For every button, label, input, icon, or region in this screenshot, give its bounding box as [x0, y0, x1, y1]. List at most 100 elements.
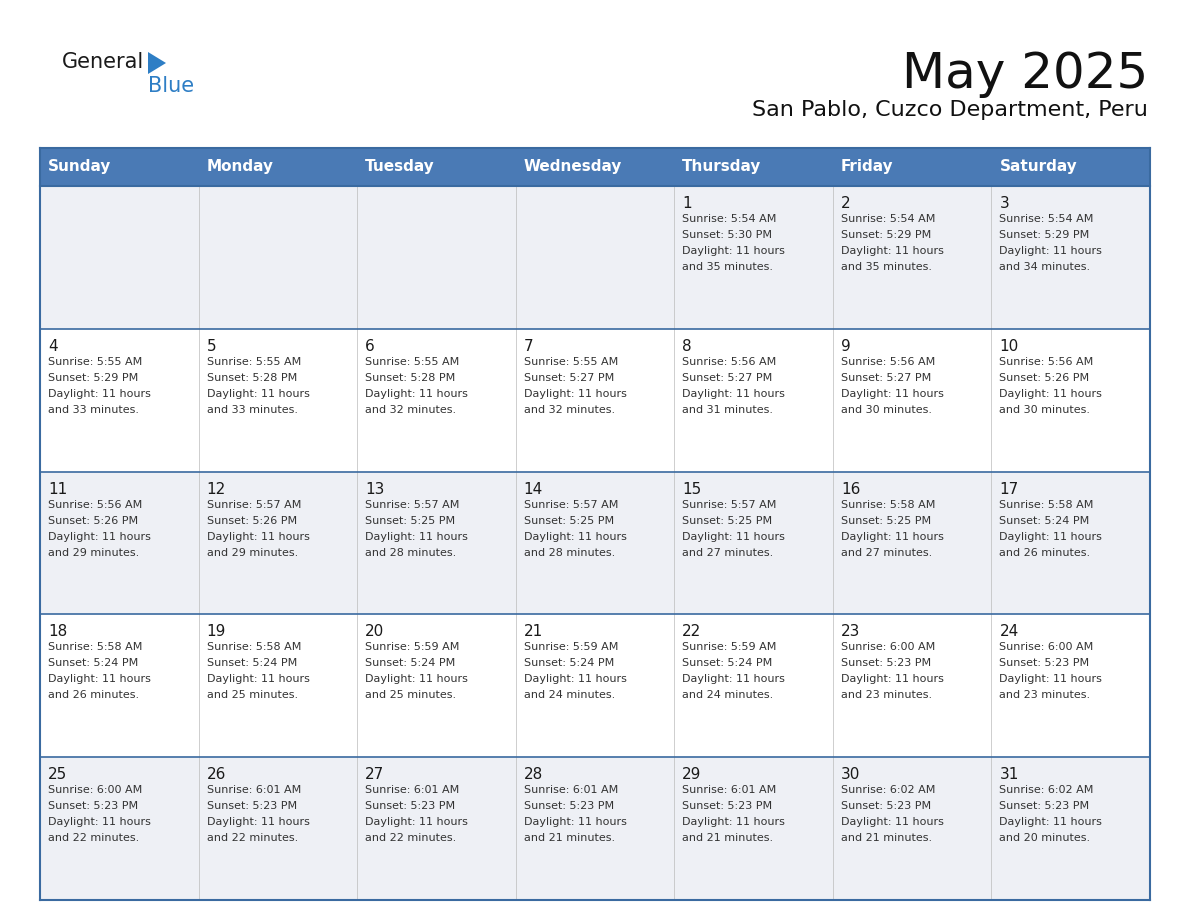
Bar [516, 757, 675, 900]
Text: Daylight: 11 hours: Daylight: 11 hours [365, 675, 468, 685]
Text: and 25 minutes.: and 25 minutes. [207, 690, 298, 700]
Text: 1: 1 [682, 196, 691, 211]
Text: Daylight: 11 hours: Daylight: 11 hours [365, 817, 468, 827]
Text: and 29 minutes.: and 29 minutes. [207, 548, 298, 557]
Text: and 24 minutes.: and 24 minutes. [524, 690, 615, 700]
Bar [992, 472, 1150, 614]
Text: Daylight: 11 hours: Daylight: 11 hours [841, 675, 943, 685]
Text: Sunset: 5:23 PM: Sunset: 5:23 PM [841, 801, 931, 812]
Bar [992, 757, 1150, 900]
Text: and 32 minutes.: and 32 minutes. [524, 405, 615, 415]
Bar [516, 329, 675, 472]
Text: San Pablo, Cuzco Department, Peru: San Pablo, Cuzco Department, Peru [752, 100, 1148, 120]
Text: Blue: Blue [148, 76, 194, 96]
Text: 2: 2 [841, 196, 851, 211]
Text: Daylight: 11 hours: Daylight: 11 hours [999, 675, 1102, 685]
Text: Daylight: 11 hours: Daylight: 11 hours [999, 389, 1102, 398]
Text: Friday: Friday [841, 160, 893, 174]
Text: Sunset: 5:23 PM: Sunset: 5:23 PM [524, 801, 614, 812]
Bar [516, 148, 675, 186]
Text: Sunrise: 5:57 AM: Sunrise: 5:57 AM [524, 499, 618, 509]
Text: Sunrise: 5:56 AM: Sunrise: 5:56 AM [999, 357, 1094, 367]
Text: Daylight: 11 hours: Daylight: 11 hours [682, 817, 785, 827]
Text: Sunset: 5:29 PM: Sunset: 5:29 PM [48, 373, 138, 383]
Bar [675, 472, 833, 614]
Text: 31: 31 [999, 767, 1019, 782]
Text: Sunset: 5:29 PM: Sunset: 5:29 PM [999, 230, 1089, 240]
Text: Daylight: 11 hours: Daylight: 11 hours [999, 246, 1102, 256]
Text: Sunrise: 5:58 AM: Sunrise: 5:58 AM [48, 643, 143, 653]
Bar [358, 472, 516, 614]
Text: Daylight: 11 hours: Daylight: 11 hours [48, 532, 151, 542]
Text: Daylight: 11 hours: Daylight: 11 hours [48, 675, 151, 685]
Text: Tuesday: Tuesday [365, 160, 435, 174]
Text: 19: 19 [207, 624, 226, 640]
Bar [675, 186, 833, 329]
Text: 4: 4 [48, 339, 58, 353]
Text: Sunset: 5:24 PM: Sunset: 5:24 PM [48, 658, 138, 668]
Text: Sunrise: 6:01 AM: Sunrise: 6:01 AM [524, 785, 618, 795]
Text: Sunset: 5:27 PM: Sunset: 5:27 PM [841, 373, 931, 383]
Text: and 23 minutes.: and 23 minutes. [841, 690, 931, 700]
Text: and 30 minutes.: and 30 minutes. [841, 405, 931, 415]
Text: 6: 6 [365, 339, 375, 353]
Text: Daylight: 11 hours: Daylight: 11 hours [524, 389, 626, 398]
Text: Sunrise: 6:02 AM: Sunrise: 6:02 AM [999, 785, 1094, 795]
Text: Sunrise: 5:55 AM: Sunrise: 5:55 AM [524, 357, 618, 367]
Text: Sunset: 5:25 PM: Sunset: 5:25 PM [682, 516, 772, 526]
Text: and 29 minutes.: and 29 minutes. [48, 548, 139, 557]
Text: and 22 minutes.: and 22 minutes. [365, 834, 456, 844]
Text: Daylight: 11 hours: Daylight: 11 hours [365, 532, 468, 542]
Text: Sunrise: 6:00 AM: Sunrise: 6:00 AM [841, 643, 935, 653]
Bar [198, 148, 358, 186]
Text: Sunrise: 6:01 AM: Sunrise: 6:01 AM [207, 785, 301, 795]
Text: Sunset: 5:26 PM: Sunset: 5:26 PM [207, 516, 297, 526]
Text: Daylight: 11 hours: Daylight: 11 hours [207, 675, 309, 685]
Text: Daylight: 11 hours: Daylight: 11 hours [48, 817, 151, 827]
Text: 26: 26 [207, 767, 226, 782]
Bar [358, 329, 516, 472]
Text: 10: 10 [999, 339, 1018, 353]
Text: Sunset: 5:23 PM: Sunset: 5:23 PM [365, 801, 455, 812]
Text: and 35 minutes.: and 35 minutes. [841, 262, 931, 272]
Text: Sunrise: 6:01 AM: Sunrise: 6:01 AM [682, 785, 777, 795]
Text: Sunrise: 5:58 AM: Sunrise: 5:58 AM [207, 643, 301, 653]
Bar [40, 148, 198, 186]
Text: and 34 minutes.: and 34 minutes. [999, 262, 1091, 272]
Text: Saturday: Saturday [999, 160, 1078, 174]
Text: Sunset: 5:24 PM: Sunset: 5:24 PM [365, 658, 455, 668]
Text: Sunrise: 5:54 AM: Sunrise: 5:54 AM [999, 214, 1094, 224]
Text: Daylight: 11 hours: Daylight: 11 hours [682, 675, 785, 685]
Bar [358, 614, 516, 757]
Text: Sunset: 5:27 PM: Sunset: 5:27 PM [524, 373, 614, 383]
Bar [675, 329, 833, 472]
Bar [833, 614, 992, 757]
Bar [675, 148, 833, 186]
Bar [198, 757, 358, 900]
Bar [516, 186, 675, 329]
Text: and 25 minutes.: and 25 minutes. [365, 690, 456, 700]
Text: 21: 21 [524, 624, 543, 640]
Text: Daylight: 11 hours: Daylight: 11 hours [841, 817, 943, 827]
Text: Sunset: 5:27 PM: Sunset: 5:27 PM [682, 373, 772, 383]
Text: and 26 minutes.: and 26 minutes. [48, 690, 139, 700]
Text: Sunrise: 5:59 AM: Sunrise: 5:59 AM [682, 643, 777, 653]
Bar [40, 186, 198, 329]
Text: 13: 13 [365, 482, 385, 497]
Bar [833, 329, 992, 472]
Text: Sunset: 5:28 PM: Sunset: 5:28 PM [207, 373, 297, 383]
Text: Sunrise: 6:01 AM: Sunrise: 6:01 AM [365, 785, 460, 795]
Text: Sunset: 5:25 PM: Sunset: 5:25 PM [841, 516, 931, 526]
Text: Sunrise: 5:55 AM: Sunrise: 5:55 AM [48, 357, 143, 367]
Text: 15: 15 [682, 482, 702, 497]
Text: 30: 30 [841, 767, 860, 782]
Bar [675, 614, 833, 757]
Text: 12: 12 [207, 482, 226, 497]
Bar [833, 472, 992, 614]
Text: Sunset: 5:29 PM: Sunset: 5:29 PM [841, 230, 931, 240]
Text: Sunrise: 5:58 AM: Sunrise: 5:58 AM [841, 499, 935, 509]
Text: Daylight: 11 hours: Daylight: 11 hours [682, 389, 785, 398]
Text: Sunrise: 5:55 AM: Sunrise: 5:55 AM [365, 357, 460, 367]
Text: and 33 minutes.: and 33 minutes. [207, 405, 297, 415]
Text: and 30 minutes.: and 30 minutes. [999, 405, 1091, 415]
